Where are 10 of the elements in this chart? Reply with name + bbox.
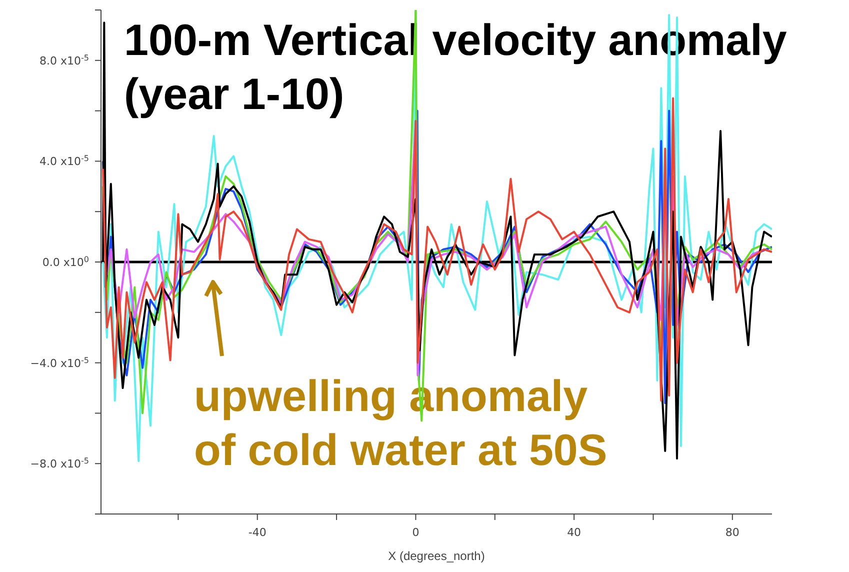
- y-tick-label: 8.0 x10$^{-5}$: [40, 52, 89, 68]
- y-tick-label: −4.0 x10$^{-5}$: [30, 355, 89, 370]
- y-tick-label: 0.0 x10$^{0}$: [42, 254, 89, 269]
- y-tick-label: 4.0 x10$^{-5}$: [40, 154, 89, 168]
- y-tick-label: −8.0 x10$^{-5}$: [30, 456, 89, 471]
- x-tick-label: -40: [248, 526, 266, 539]
- x-tick-label: 80: [725, 526, 740, 539]
- x-axis-title: X (degrees_north): [388, 549, 485, 563]
- x-tick-label: 40: [567, 526, 582, 539]
- x-tick-label: 0: [412, 526, 420, 539]
